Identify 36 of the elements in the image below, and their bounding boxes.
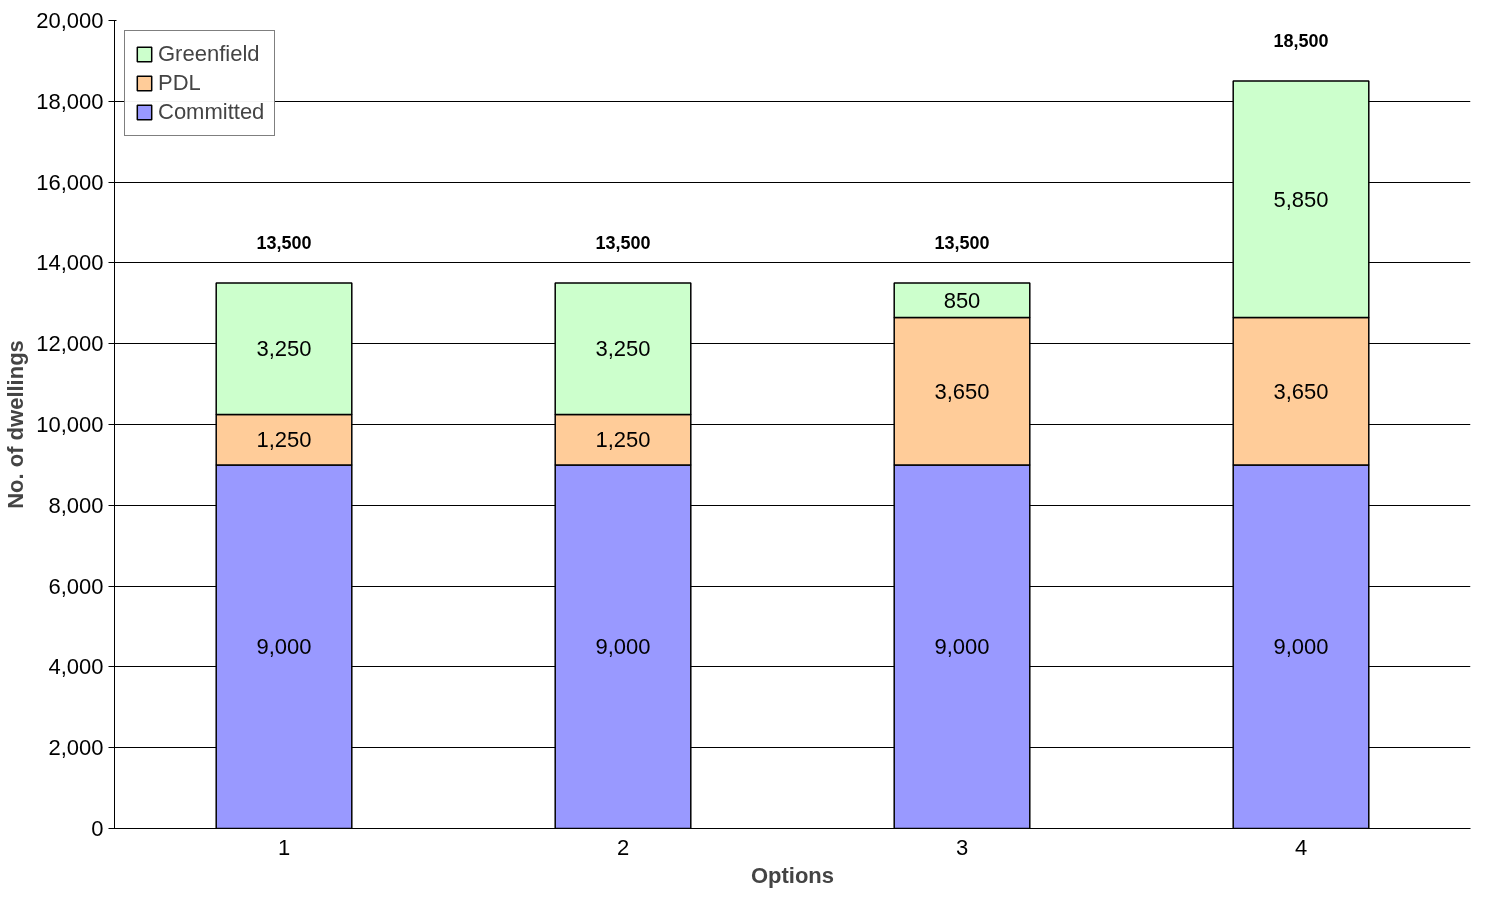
- data-label: 1,250: [256, 427, 312, 453]
- y-tick-label: 20,000: [36, 8, 104, 33]
- x-tick-label: 2: [616, 834, 630, 860]
- data-label: 9,000: [256, 634, 312, 660]
- data-label: 3,250: [256, 336, 312, 362]
- y-tick-label: 16,000: [36, 169, 104, 195]
- y-tick-label: 0: [91, 816, 104, 841]
- y-tick-label: 6,000: [48, 573, 104, 599]
- total-label: 13,500: [934, 233, 990, 254]
- data-label: 3,650: [934, 378, 990, 404]
- x-axis-title: Options: [750, 862, 835, 888]
- legend-label: Committed: [158, 99, 265, 125]
- y-tick-label: 10,000: [36, 412, 104, 437]
- total-label: 13,500: [595, 233, 651, 254]
- total-label: 18,500: [1273, 31, 1329, 52]
- total-label: 13,500: [256, 233, 312, 254]
- legend-label: PDL: [158, 70, 201, 96]
- data-label: 3,250: [595, 336, 651, 362]
- y-tick-label: 12,000: [36, 331, 104, 357]
- x-tick-label: 4: [1294, 834, 1308, 860]
- y-tick-label: 18,000: [36, 88, 104, 114]
- legend-label: Greenfield: [158, 41, 260, 67]
- y-axis-title: No. of dwellings: [3, 340, 29, 509]
- y-tick-label: 8,000: [48, 492, 104, 518]
- data-label: 1,250: [595, 427, 651, 453]
- y-tick-label: 4,000: [48, 654, 104, 680]
- data-label: 5,850: [1273, 186, 1329, 212]
- y-tick-label: 14,000: [36, 250, 104, 276]
- data-label: 9,000: [595, 634, 651, 660]
- x-tick-label: 3: [955, 834, 969, 860]
- x-tick-label: 1: [277, 834, 291, 860]
- data-label: 3,650: [1273, 378, 1329, 404]
- y-tick-label: 2,000: [48, 735, 104, 761]
- data-label: 9,000: [934, 634, 990, 660]
- data-label: 9,000: [1273, 634, 1329, 660]
- data-label: 850: [943, 287, 981, 313]
